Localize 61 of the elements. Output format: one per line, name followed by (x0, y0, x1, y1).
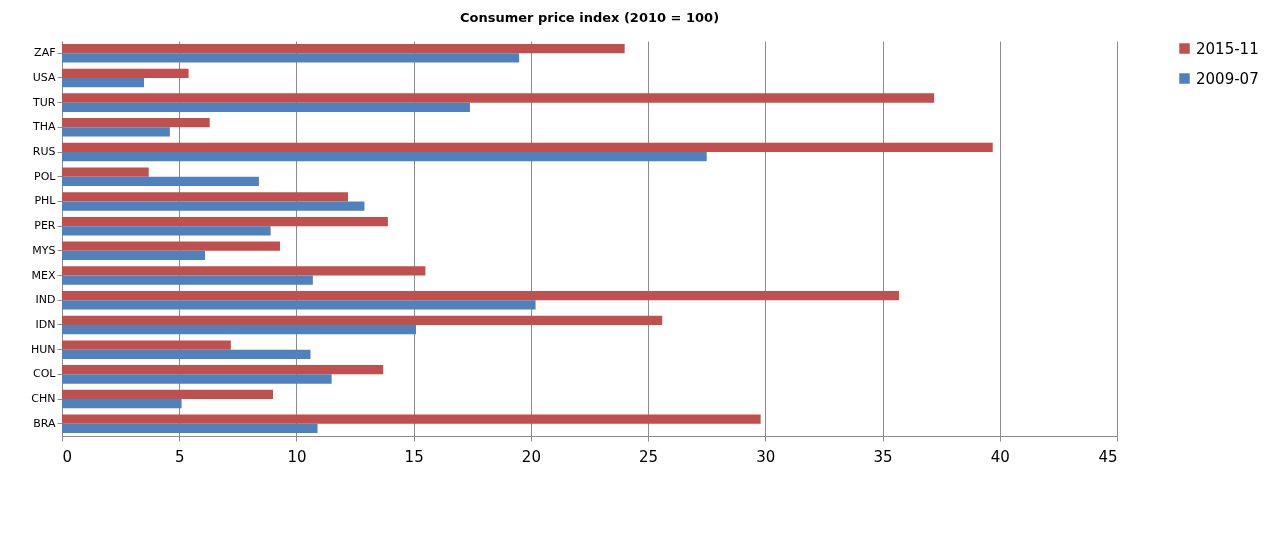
x-tick-label: 0 (62, 447, 73, 466)
legend-label: 2009-07 (1196, 69, 1259, 88)
x-tick-label: 30 (756, 447, 776, 466)
bar (62, 102, 470, 112)
bar (62, 142, 993, 153)
bar (62, 176, 259, 187)
bar (62, 250, 206, 261)
y-tick-label: TUR (32, 95, 56, 109)
bar (62, 192, 349, 202)
bar (62, 216, 388, 227)
bar (62, 349, 311, 359)
y-tick-label: MYS (32, 243, 56, 257)
y-tick-label: THA (31, 120, 56, 134)
bar (62, 300, 536, 310)
bar (62, 399, 182, 409)
y-tick-label: COL (33, 367, 57, 381)
y-tick-label: POL (34, 169, 57, 183)
y-tick-label: RUS (32, 145, 56, 159)
legend-label: 2015-11 (1196, 39, 1259, 58)
bar (62, 389, 273, 400)
bar (62, 93, 935, 103)
x-tick-label: 20 (521, 447, 541, 466)
bar (62, 152, 707, 162)
y-tick-label: IDN (35, 317, 56, 331)
bar (62, 77, 145, 88)
bar (62, 68, 189, 78)
bar (62, 201, 365, 211)
bar (62, 374, 332, 384)
y-tick-label: IND (35, 293, 56, 307)
bar (62, 340, 231, 350)
bar (62, 53, 520, 63)
x-tick-label: 40 (990, 447, 1010, 466)
chart-title: Consumer price index (2010 = 100) (459, 10, 720, 25)
x-tick-label: 25 (639, 447, 659, 466)
bar (62, 241, 281, 251)
y-tick-label: MEX (31, 268, 56, 282)
x-tick-label: 15 (404, 447, 424, 466)
bar (62, 290, 899, 301)
y-tick-label: PER (34, 219, 56, 233)
bar (62, 43, 625, 54)
y-tick-label: PHL (34, 194, 57, 208)
bar (62, 118, 210, 128)
x-tick-label: 5 (174, 447, 185, 466)
x-tick-label: 35 (873, 447, 893, 466)
y-tick-label: ZAF (34, 46, 56, 60)
y-tick-label: BRA (33, 416, 56, 430)
bar (62, 275, 313, 285)
bar (62, 324, 417, 335)
bar (62, 266, 426, 276)
x-tick-label: 10 (287, 447, 307, 466)
x-tick-label: 45 (1098, 447, 1118, 466)
bar (62, 414, 761, 424)
bar (62, 226, 271, 236)
y-tick-label: USA (32, 70, 56, 84)
bar (62, 167, 149, 177)
y-tick-label: CHN (31, 392, 56, 406)
bar (62, 127, 170, 137)
bar (62, 365, 384, 375)
bar (62, 423, 318, 434)
y-tick-label: HUN (30, 342, 56, 356)
bar (62, 315, 663, 325)
